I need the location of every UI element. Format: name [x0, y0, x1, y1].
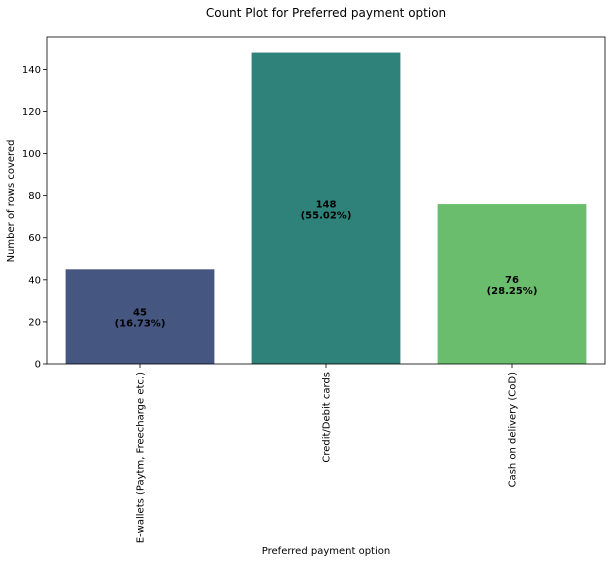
bar-1 [65, 269, 215, 364]
y-axis-title: Number of rows covered [6, 140, 17, 263]
bar-label-count-1: 45 [133, 308, 147, 319]
bar-label-percent-3: (28.25%) [487, 286, 538, 297]
y-tick-label-60: 60 [28, 233, 41, 244]
y-tick-label-80: 80 [28, 191, 41, 202]
plot-area: 45(16.73%) 148(55.02%) 76(28.25%) 0 20 40 60 80… [22, 36, 606, 543]
x-tick-label-3: Cash on delivery (CoD) [508, 372, 519, 488]
bar-label-count-2: 148 [316, 199, 337, 210]
bar-label-count-3: 76 [505, 275, 519, 286]
bar-2 [251, 52, 401, 364]
chart-title: Count Plot for Preferred payment option [206, 6, 446, 20]
x-tick-label-1: E-wallets (Paytm, Freecharge etc.) [136, 372, 147, 543]
y-tick-label-40: 40 [28, 275, 41, 286]
y-tick-label-100: 100 [22, 149, 41, 160]
y-tick-label-0: 0 [35, 360, 41, 371]
y-tick-label-20: 20 [28, 317, 41, 328]
bar-label-percent-2: (55.02%) [301, 210, 352, 221]
x-tick-label-2: Credit/Debit cards [322, 372, 333, 463]
bar-label-percent-1: (16.73%) [115, 319, 166, 330]
bar-3 [437, 204, 587, 364]
x-axis-title: Preferred payment option [262, 546, 390, 557]
y-tick-label-140: 140 [22, 65, 41, 76]
y-tick-label-120: 120 [22, 107, 41, 118]
